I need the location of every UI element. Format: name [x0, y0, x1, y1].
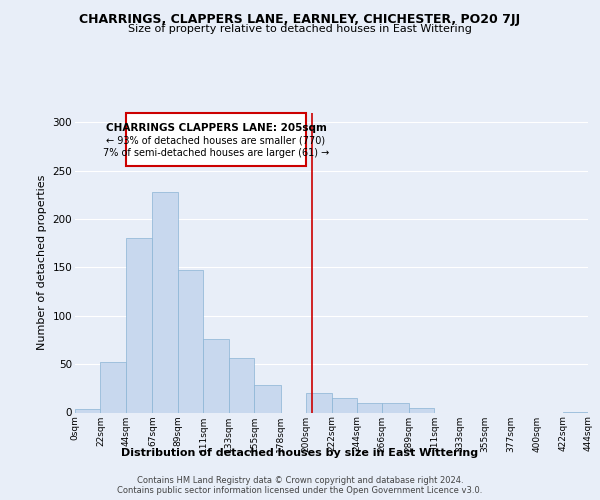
Bar	[254, 386, 281, 412]
Bar	[178, 270, 203, 412]
Text: CHARRINGS, CLAPPERS LANE, EARNLEY, CHICHESTER, PO20 7JJ: CHARRINGS, CLAPPERS LANE, EARNLEY, CHICH…	[79, 12, 521, 26]
Text: Contains HM Land Registry data © Crown copyright and database right 2024.: Contains HM Land Registry data © Crown c…	[137, 476, 463, 485]
Y-axis label: Number of detached properties: Number of detached properties	[37, 175, 47, 350]
Bar	[126, 238, 152, 412]
Bar	[152, 192, 178, 412]
Text: CHARRINGS CLAPPERS LANE: 205sqm: CHARRINGS CLAPPERS LANE: 205sqm	[106, 123, 326, 133]
Text: Distribution of detached houses by size in East Wittering: Distribution of detached houses by size …	[121, 448, 479, 458]
Bar	[382, 403, 409, 412]
Bar	[100, 362, 126, 412]
Text: ← 93% of detached houses are smaller (770): ← 93% of detached houses are smaller (77…	[106, 136, 326, 145]
Bar	[75, 408, 100, 412]
Bar	[357, 403, 382, 412]
Bar	[306, 393, 331, 412]
Bar	[203, 339, 229, 412]
FancyBboxPatch shape	[126, 112, 306, 166]
Bar	[229, 358, 254, 412]
Text: Size of property relative to detached houses in East Wittering: Size of property relative to detached ho…	[128, 24, 472, 34]
Bar	[331, 398, 357, 412]
Bar	[409, 408, 434, 412]
Text: Contains public sector information licensed under the Open Government Licence v3: Contains public sector information licen…	[118, 486, 482, 495]
Text: 7% of semi-detached houses are larger (61) →: 7% of semi-detached houses are larger (6…	[103, 148, 329, 158]
